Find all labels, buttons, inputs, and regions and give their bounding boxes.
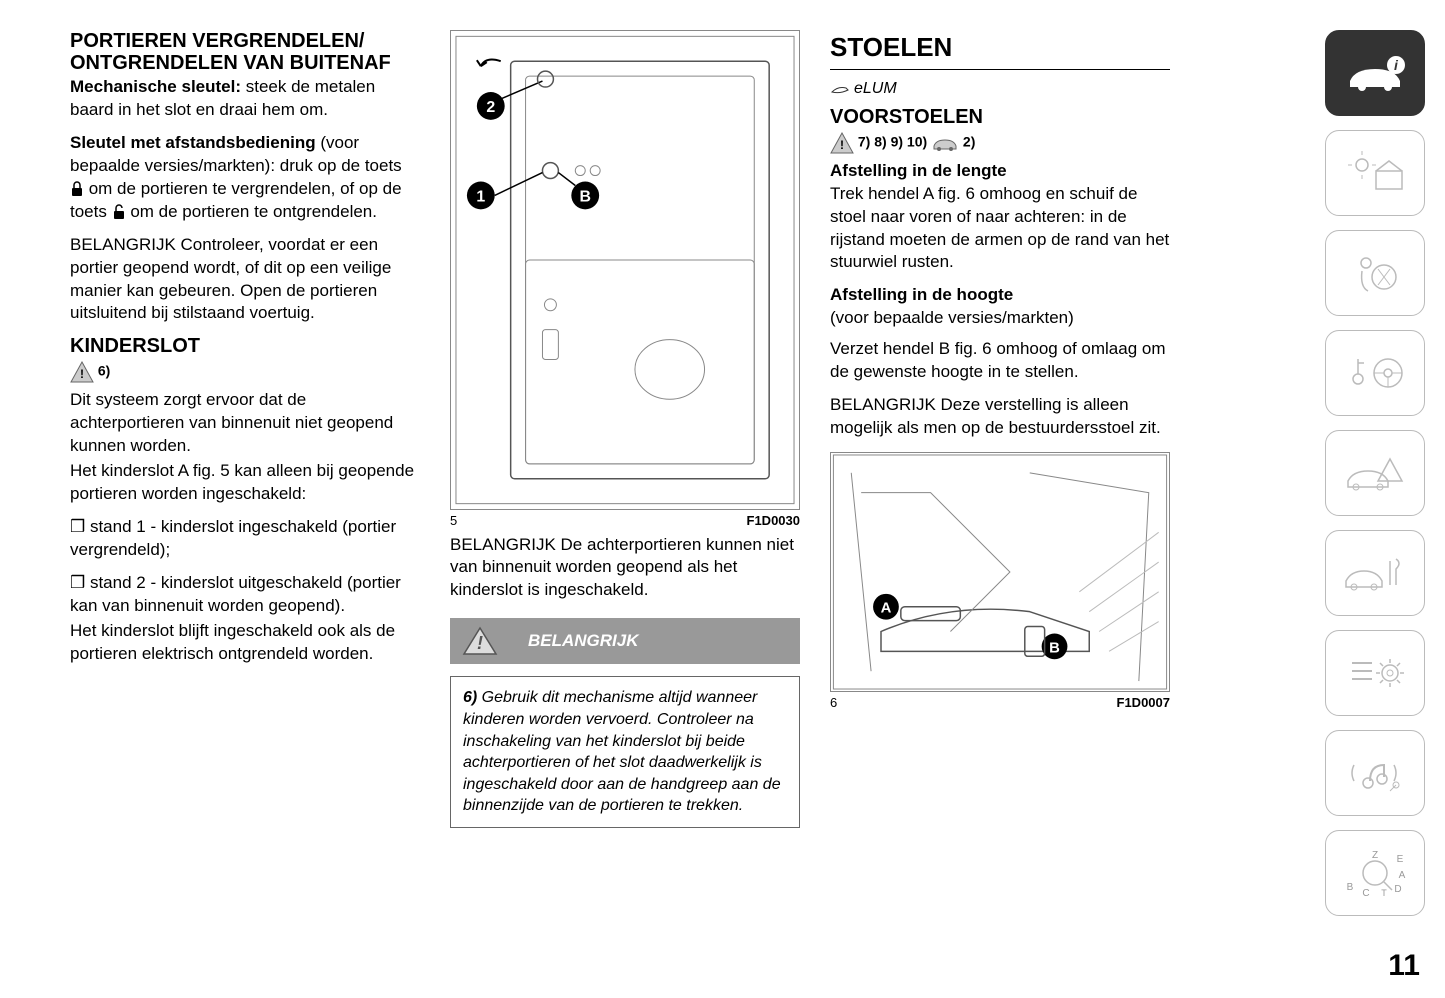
important-label: BELANGRIJK xyxy=(528,630,639,653)
tab-settings[interactable] xyxy=(1325,630,1425,716)
para-afstand: Sleutel met afstandsbediening (voor bepa… xyxy=(70,132,420,224)
label-mech-sleutel: Mechanische sleutel: xyxy=(70,77,241,96)
sub-lengte: Afstelling in de lengte xyxy=(830,160,1170,183)
svg-text:!: ! xyxy=(80,367,84,381)
svg-text:B: B xyxy=(1049,640,1060,656)
note-6-num: 6) xyxy=(463,689,477,706)
para-mech-sleutel: Mechanische sleutel: steek de metalen ba… xyxy=(70,76,420,122)
fig6-code: F1D0007 xyxy=(1117,694,1170,712)
para-hoogte: Verzet hendel B fig. 6 omhoog of omlaag … xyxy=(830,338,1170,384)
svg-text:2: 2 xyxy=(486,99,495,116)
sub-hoogte: Afstelling in de hoogte xyxy=(830,284,1170,307)
para-col2-1: BELANGRIJK De achterportieren kunnen nie… xyxy=(450,534,800,603)
important-box: ! BELANGRIJK 6) Gebruik dit mechanisme a… xyxy=(450,618,800,828)
para-kinderslot-2: Het kinderslot A fig. 5 kan alleen bij g… xyxy=(70,460,420,506)
column-3: STOELEN eLUM VOORSTOELEN ! 7) 8) 9) 10) … xyxy=(830,30,1170,828)
tab-service[interactable] xyxy=(1325,530,1425,616)
note-6-text: Gebruik dit mechanisme altijd wanneer ki… xyxy=(463,689,781,814)
svg-text:1: 1 xyxy=(476,188,485,205)
heading-portieren: PORTIEREN VERGRENDELEN/ ONTGRENDELEN VAN… xyxy=(70,30,420,74)
elum-badge: eLUM xyxy=(830,78,1170,100)
warning-icon: ! xyxy=(70,361,94,383)
refs-text-1: 7) 8) 9) 10) xyxy=(858,133,927,149)
label-afstand: Sleutel met afstandsbediening xyxy=(70,133,316,152)
hand-icon xyxy=(830,82,850,96)
refs-text-2: 2) xyxy=(963,133,975,149)
svg-text:T: T xyxy=(1381,888,1387,898)
svg-text:C: C xyxy=(1362,888,1369,898)
svg-text:A: A xyxy=(881,601,892,617)
car-icon xyxy=(931,134,959,152)
svg-text:Z: Z xyxy=(1372,850,1378,861)
note-6: 6) Gebruik dit mechanisme altijd wanneer… xyxy=(450,676,800,828)
sidebar-tabs: i Z EADT CB xyxy=(1325,30,1425,916)
svg-text:B: B xyxy=(1347,882,1354,893)
list-item-stand1: ❒ stand 1 - kinderslot ingeschakeld (por… xyxy=(70,516,420,562)
fig5-num: 5 xyxy=(450,512,457,530)
para-belangrijk-3: BELANGRIJK Deze verstelling is alleen mo… xyxy=(830,394,1170,440)
important-header: ! BELANGRIJK xyxy=(450,618,800,664)
list-item-stand2: ❒ stand 2 - kinderslot uitgeschakeld (po… xyxy=(70,572,420,618)
svg-text:B: B xyxy=(579,188,590,205)
heading-stoelen: STOELEN xyxy=(830,30,1170,70)
svg-text:!: ! xyxy=(840,138,844,152)
lock-closed-icon xyxy=(70,181,84,197)
figure-5-caption: 5 F1D0030 xyxy=(450,512,800,530)
tab-info[interactable]: i xyxy=(1325,30,1425,116)
column-1: PORTIEREN VERGRENDELEN/ ONTGRENDELEN VAN… xyxy=(70,30,420,828)
page-content: PORTIEREN VERGRENDELEN/ ONTGRENDELEN VAN… xyxy=(70,30,1350,828)
svg-text:A: A xyxy=(1399,870,1406,881)
heading-kinderslot: KINDERSLOT xyxy=(70,335,420,357)
figure-6-caption: 6 F1D0007 xyxy=(830,694,1170,712)
tab-key-wheel[interactable] xyxy=(1325,330,1425,416)
ref-6-text: 6) xyxy=(98,363,110,379)
fig6-num: 6 xyxy=(830,694,837,712)
heading-voorstoelen: VOORSTOELEN xyxy=(830,106,1170,128)
svg-text:E: E xyxy=(1397,854,1404,865)
warning-triangle-icon: ! xyxy=(462,626,498,656)
refs-seats: ! 7) 8) 9) 10) 2) xyxy=(830,132,1170,154)
svg-text:D: D xyxy=(1394,884,1401,895)
fig5-code: F1D0030 xyxy=(747,512,800,530)
figure-6: A B xyxy=(830,452,1170,692)
para-kinderslot-3: Het kinderslot blijft ingeschakeld ook a… xyxy=(70,620,420,666)
figure-5: 2 1 B xyxy=(450,30,800,510)
para-belangrijk-1: BELANGRIJK Controleer, voordat er een po… xyxy=(70,234,420,326)
page-number: 11 xyxy=(1388,949,1420,983)
lock-open-icon xyxy=(112,204,126,220)
tab-lights[interactable] xyxy=(1325,130,1425,216)
tab-hazard[interactable] xyxy=(1325,430,1425,516)
ref-6: ! 6) xyxy=(70,361,420,383)
para-kinderslot-1: Dit systeem zorgt ervoor dat de achterpo… xyxy=(70,389,420,458)
warning-icon: ! xyxy=(830,132,854,154)
column-2: 2 1 B 5 F1D0030 BELANGRIJK De achterpo xyxy=(450,30,800,828)
sub-hoogte-note: (voor bepaalde versies/markten) xyxy=(830,307,1170,330)
tab-airbag[interactable] xyxy=(1325,230,1425,316)
tab-index[interactable]: Z EADT CB xyxy=(1325,830,1425,916)
svg-text:!: ! xyxy=(477,633,483,653)
text-afstand-3: om de portieren te ontgrendelen. xyxy=(126,202,377,221)
para-lengte: Trek hendel A fig. 6 omhoog en schuif de… xyxy=(830,183,1170,275)
elum-text: eLUM xyxy=(854,78,897,100)
tab-media[interactable] xyxy=(1325,730,1425,816)
